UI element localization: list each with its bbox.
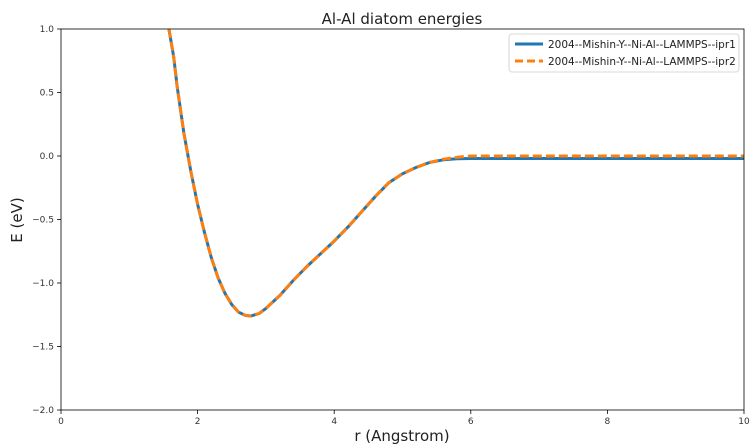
legend: 2004--Mishin-Y--Ni-Al--LAMMPS--ipr1 2004… bbox=[508, 33, 740, 73]
y-tick-label: −0.5 bbox=[32, 216, 54, 226]
x-tick-label: 2 bbox=[195, 417, 201, 427]
y-tick-label: 1.0 bbox=[40, 25, 55, 35]
series-layer bbox=[167, 29, 744, 318]
legend-label-ipr2: 2004--Mishin-Y--Ni-Al--LAMMPS--ipr2 bbox=[548, 56, 736, 68]
y-tick-label: 0.0 bbox=[40, 152, 55, 162]
series-line-2 bbox=[167, 29, 744, 318]
x-tick-label: 8 bbox=[605, 417, 611, 427]
chart-title: Al-Al diatom energies bbox=[322, 10, 483, 28]
y-tick-label: −2.0 bbox=[32, 406, 54, 416]
y-tick-label: −1.5 bbox=[32, 343, 54, 353]
x-tick-label: 10 bbox=[738, 417, 750, 427]
plot-frame bbox=[60, 28, 745, 411]
legend-label-ipr1: 2004--Mishin-Y--Ni-Al--LAMMPS--ipr1 bbox=[548, 39, 736, 51]
y-tick-label: 0.5 bbox=[40, 89, 54, 99]
x-tick-label: 6 bbox=[468, 417, 474, 427]
legend-box bbox=[508, 33, 740, 73]
y-tick-label: −1.0 bbox=[32, 279, 54, 289]
y-axis-title: E (eV) bbox=[8, 197, 26, 242]
x-tick-label: 4 bbox=[331, 417, 337, 427]
x-axis-title: r (Angstrom) bbox=[354, 427, 449, 444]
x-axis: 0 2 4 6 8 10 bbox=[58, 410, 750, 427]
x-tick-label: 0 bbox=[58, 417, 64, 427]
y-axis: −2.0 −1.5 −1.0 −0.5 0.0 0.5 1.0 bbox=[32, 25, 61, 416]
